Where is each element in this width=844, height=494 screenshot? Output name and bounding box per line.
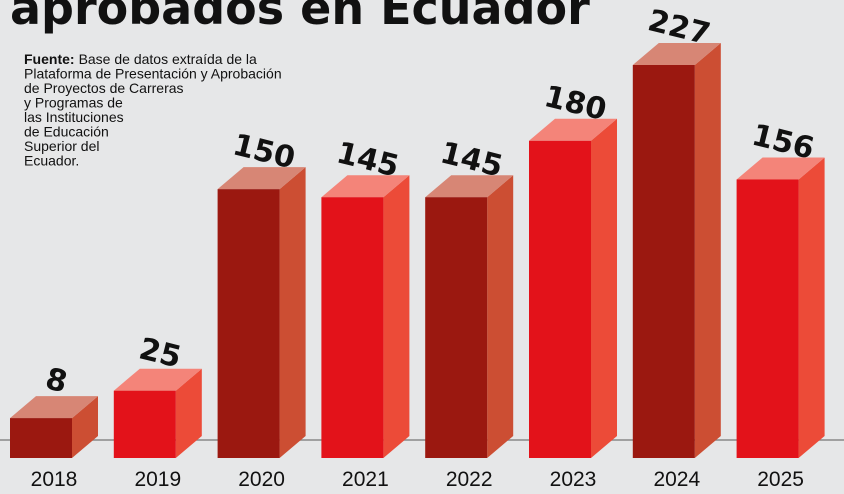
- bar-top: [10, 396, 98, 419]
- bar: [10, 418, 72, 458]
- bar-top: [529, 118, 617, 141]
- bar-side: [591, 118, 617, 459]
- bar: [113, 390, 176, 458]
- x-tick-label: 2021: [342, 468, 389, 491]
- x-tick-label: 2023: [550, 468, 597, 491]
- source-note: Fuente: Base de datos extraída de la Plata…: [24, 51, 282, 169]
- bar-side: [279, 167, 306, 458]
- source-line: y Programas de: [24, 95, 123, 111]
- source-line: Superior del: [24, 138, 100, 154]
- source-line: de Proyectos de Carreras: [24, 80, 184, 96]
- bar-side: [383, 175, 410, 458]
- bar: [632, 65, 695, 458]
- bar-top: [736, 157, 825, 180]
- bar: [321, 197, 384, 458]
- x-tick-label: 2018: [31, 468, 78, 491]
- x-tick-label: 2020: [238, 468, 285, 491]
- bar-top: [217, 167, 306, 190]
- bar-side: [72, 396, 98, 458]
- x-tick-label: 2024: [653, 468, 700, 491]
- bar-top: [113, 368, 202, 391]
- source-line: Plataforma de Presentación y Aprobación: [24, 66, 282, 82]
- source-line: Ecuador.: [24, 153, 79, 169]
- source-line: Base de datos extraída de la: [79, 51, 257, 67]
- chart-title: aprobados en Ecuador: [10, 0, 590, 35]
- source-line: las Instituciones: [24, 109, 124, 125]
- bar-side: [798, 157, 825, 458]
- bar: [217, 189, 280, 458]
- bar: [736, 179, 799, 458]
- bar: [425, 197, 488, 458]
- bar-top: [425, 175, 514, 198]
- bar: [529, 140, 591, 459]
- source-line: de Educación: [24, 124, 109, 140]
- x-tick-label: 2022: [446, 468, 493, 491]
- bar-side: [487, 175, 514, 458]
- bar-side: [694, 43, 721, 458]
- source-label: Fuente:: [24, 51, 75, 67]
- bar-side: [175, 368, 202, 458]
- x-tick-label: 2019: [134, 468, 181, 491]
- bar-top: [321, 175, 410, 198]
- x-tick-label: 2025: [757, 468, 804, 491]
- bar-top: [632, 43, 721, 65]
